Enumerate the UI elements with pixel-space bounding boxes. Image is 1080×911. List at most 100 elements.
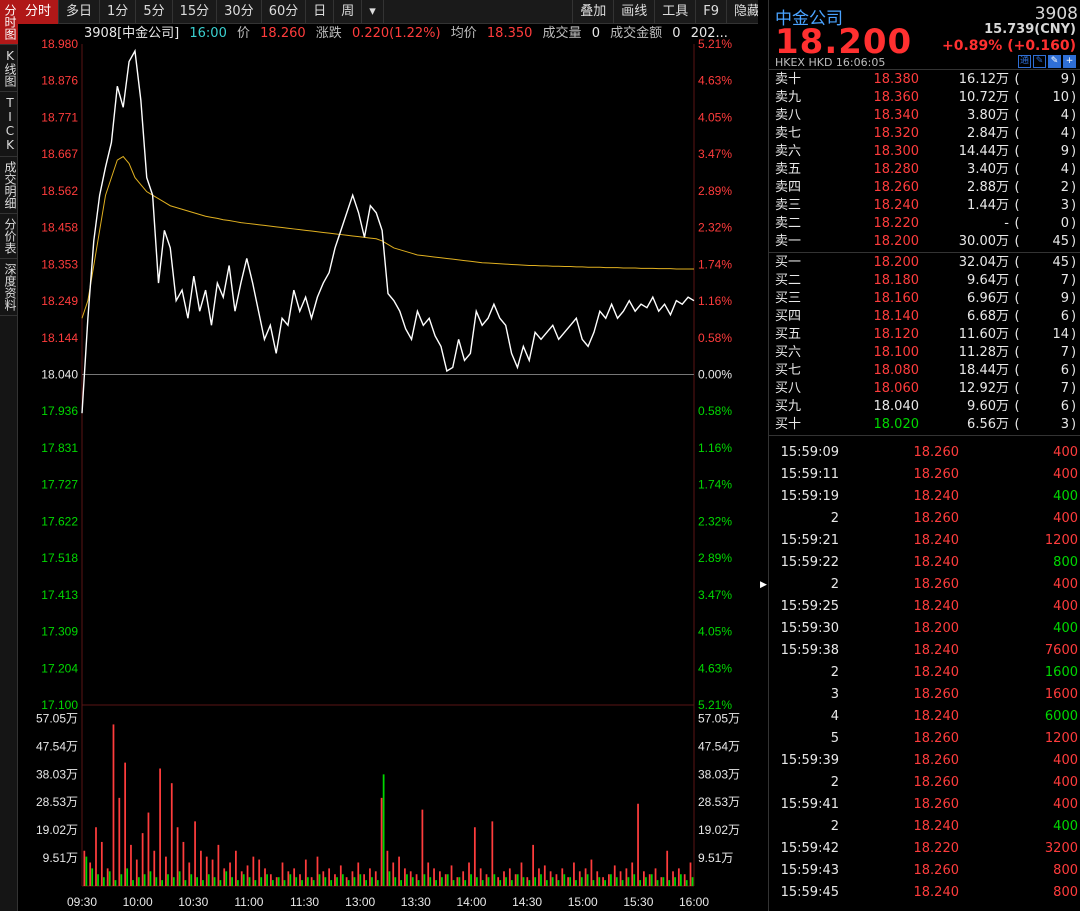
tick-row[interactable]: 15:59:09 18.260 400 xyxy=(769,442,1080,464)
volume-bar-down xyxy=(406,874,408,886)
tick-row[interactable]: 15:59:22 18.240 800 xyxy=(769,552,1080,574)
sidebar-tab-0[interactable]: 分时图 xyxy=(0,0,18,45)
sidebar-tab-3[interactable]: 成交明细 xyxy=(0,157,18,214)
paren-open: ( xyxy=(1014,180,1020,195)
asks-level-label: 卖八 xyxy=(775,108,802,123)
bids-level-label: 买二 xyxy=(775,273,802,288)
asks-row[interactable]: 卖五 18.280 3.40万 (4) xyxy=(769,161,1080,179)
tick-row[interactable]: 15:59:41 18.260 400 xyxy=(769,794,1080,816)
sidebar-tab-1[interactable]: K线图 xyxy=(0,45,18,92)
period-tab-4[interactable]: 15分 xyxy=(173,0,218,24)
period-tab-2[interactable]: 1分 xyxy=(100,0,137,24)
volume-bar-down xyxy=(400,880,402,886)
tick-row[interactable]: 2 18.240 1600 xyxy=(769,662,1080,684)
sidebar-tab-4[interactable]: 分价表 xyxy=(0,214,18,259)
tick-row[interactable]: 15:59:43 18.260 800 xyxy=(769,860,1080,882)
bids-row[interactable]: 买十 18.020 6.56万 (3) xyxy=(769,416,1080,434)
volume-bar-down xyxy=(586,874,589,886)
bids-row[interactable]: 买八 18.060 12.92万 (7) xyxy=(769,380,1080,398)
bids-row[interactable]: 买九 18.040 9.60万 (6) xyxy=(769,398,1080,416)
tool-button-1[interactable]: 画线 xyxy=(614,0,656,24)
sidebar-tab-2[interactable]: TICK xyxy=(0,92,18,157)
bids-row[interactable]: 买五 18.120 11.60万 (14) xyxy=(769,326,1080,344)
tick-row[interactable]: 15:59:11 18.260 400 xyxy=(769,464,1080,486)
info-avg-label: 均价 xyxy=(450,26,477,41)
volume-bar-down xyxy=(551,877,554,886)
volume-bar-down xyxy=(487,877,490,886)
tool-button-3[interactable]: F9 xyxy=(696,0,727,24)
tick-volume: 1600 xyxy=(1044,665,1078,680)
tick-row[interactable]: 15:59:39 18.260 400 xyxy=(769,750,1080,772)
stock-name: 中金公司 xyxy=(775,9,843,29)
period-tab-8[interactable]: 周 xyxy=(334,0,363,24)
bids-row[interactable]: 买三 18.160 6.96万 (9) xyxy=(769,290,1080,308)
tick-volume: 800 xyxy=(1053,885,1078,900)
period-tab-6[interactable]: 60分 xyxy=(262,0,307,24)
asks-row[interactable]: 卖六 18.300 14.44万 (9) xyxy=(769,143,1080,161)
asks-row[interactable]: 卖一 18.200 30.00万 (45) xyxy=(769,233,1080,251)
x-tick-label: 10:00 xyxy=(123,895,153,909)
y-tick-label-left: 18.876 xyxy=(41,74,78,88)
vol-tick-label-left: 9.51万 xyxy=(43,851,78,865)
asks-row[interactable]: 卖九 18.360 10.72万 (10) xyxy=(769,89,1080,107)
period-tab-3[interactable]: 5分 xyxy=(136,0,173,24)
tick-row[interactable]: 15:59:45 18.240 800 xyxy=(769,882,1080,904)
tick-volume: 1600 xyxy=(1044,687,1078,702)
tick-row[interactable]: 15:59:30 18.200 400 xyxy=(769,618,1080,640)
volume-bar-down xyxy=(324,877,327,886)
tick-row[interactable]: 2 18.240 400 xyxy=(769,816,1080,838)
bids-row[interactable]: 买六 18.100 11.28万 (7) xyxy=(769,344,1080,362)
volume-bar-down xyxy=(580,877,583,886)
volume-bar-up xyxy=(503,871,505,886)
tool-button-2[interactable]: 工具 xyxy=(655,0,697,24)
bids-price: 18.040 xyxy=(873,399,920,414)
period-tab-9[interactable]: ▾ xyxy=(362,0,384,24)
intraday-chart-panel[interactable]: 18.980 5.21% 18.876 4.63% 18.771 4.05% 18.667 3… xyxy=(18,24,758,911)
tick-row[interactable]: 15:59:21 18.240 1200 xyxy=(769,530,1080,552)
asks-row[interactable]: 卖七 18.320 2.84万 (4) xyxy=(769,125,1080,143)
asks-row[interactable]: 卖四 18.260 2.88万 (2) xyxy=(769,179,1080,197)
volume-bar-up xyxy=(159,768,161,886)
period-tab-1[interactable]: 多日 xyxy=(59,0,101,24)
volume-bar-down xyxy=(493,874,496,886)
tick-row[interactable]: 4 18.240 6000 xyxy=(769,706,1080,728)
volume-bar-up xyxy=(608,874,610,886)
tick-row[interactable]: 5 18.260 1200 xyxy=(769,728,1080,750)
add-icon[interactable]: + xyxy=(1063,55,1076,68)
edit-icon[interactable]: ✎ xyxy=(1033,55,1046,68)
bids-row[interactable]: 买四 18.140 6.68万 (6) xyxy=(769,308,1080,326)
tick-row[interactable]: 3 18.260 1600 xyxy=(769,684,1080,706)
period-tab-0[interactable]: 分时 xyxy=(18,0,60,24)
tick-row[interactable]: 2 18.260 400 xyxy=(769,574,1080,596)
y-tick-label-right: 1.16% xyxy=(698,294,732,308)
period-tab-7[interactable]: 日 xyxy=(306,0,335,24)
tick-price: 18.240 xyxy=(913,489,960,504)
paren-open: ( xyxy=(1014,72,1020,87)
collapse-arrow-icon[interactable]: ▶ xyxy=(760,580,767,590)
intraday-chart[interactable]: 18.980 5.21% 18.876 4.63% 18.771 4.05% 18.667 3… xyxy=(18,24,758,911)
panel-collapse-handle[interactable]: ▶ xyxy=(758,0,768,911)
tick-row[interactable]: 15:59:25 18.240 400 xyxy=(769,596,1080,618)
draw-icon[interactable]: ✎ xyxy=(1048,55,1061,68)
tick-row[interactable]: 15:59:42 18.220 3200 xyxy=(769,838,1080,860)
connect-icon[interactable]: 通 xyxy=(1018,55,1031,68)
bids-row[interactable]: 买二 18.180 9.64万 (7) xyxy=(769,272,1080,290)
bids-row[interactable]: 买一 18.200 32.04万 (45) xyxy=(769,254,1080,272)
asks-row[interactable]: 卖八 18.340 3.80万 (4) xyxy=(769,107,1080,125)
tick-row[interactable]: 15:59:38 18.240 7600 xyxy=(769,640,1080,662)
tick-row[interactable]: 2 18.260 400 xyxy=(769,772,1080,794)
period-tab-5[interactable]: 30分 xyxy=(217,0,262,24)
tick-row[interactable]: 15:59:19 18.240 400 xyxy=(769,486,1080,508)
tool-button-0[interactable]: 叠加 xyxy=(573,0,615,24)
tick-row[interactable]: 2 18.260 400 xyxy=(769,508,1080,530)
y-tick-label-right: 4.05% xyxy=(698,110,732,124)
asks-row[interactable]: 卖三 18.240 1.44万 (3) xyxy=(769,197,1080,215)
bids-row[interactable]: 买七 18.080 18.44万 (6) xyxy=(769,362,1080,380)
volume-bar-up xyxy=(194,821,196,886)
asks-row[interactable]: 卖十 18.380 16.12万 (9) xyxy=(769,71,1080,89)
asks-row[interactable]: 卖二 18.220 -(0) xyxy=(769,215,1080,233)
asks-volume: 14.44万 xyxy=(958,144,1009,159)
tick-list[interactable]: 15:59:09 18.260 400 15:59:11 18.260 400 15:59:… xyxy=(769,436,1080,904)
volume-bar-down xyxy=(569,877,572,886)
sidebar-tab-5[interactable]: 深度资料 xyxy=(0,259,18,316)
